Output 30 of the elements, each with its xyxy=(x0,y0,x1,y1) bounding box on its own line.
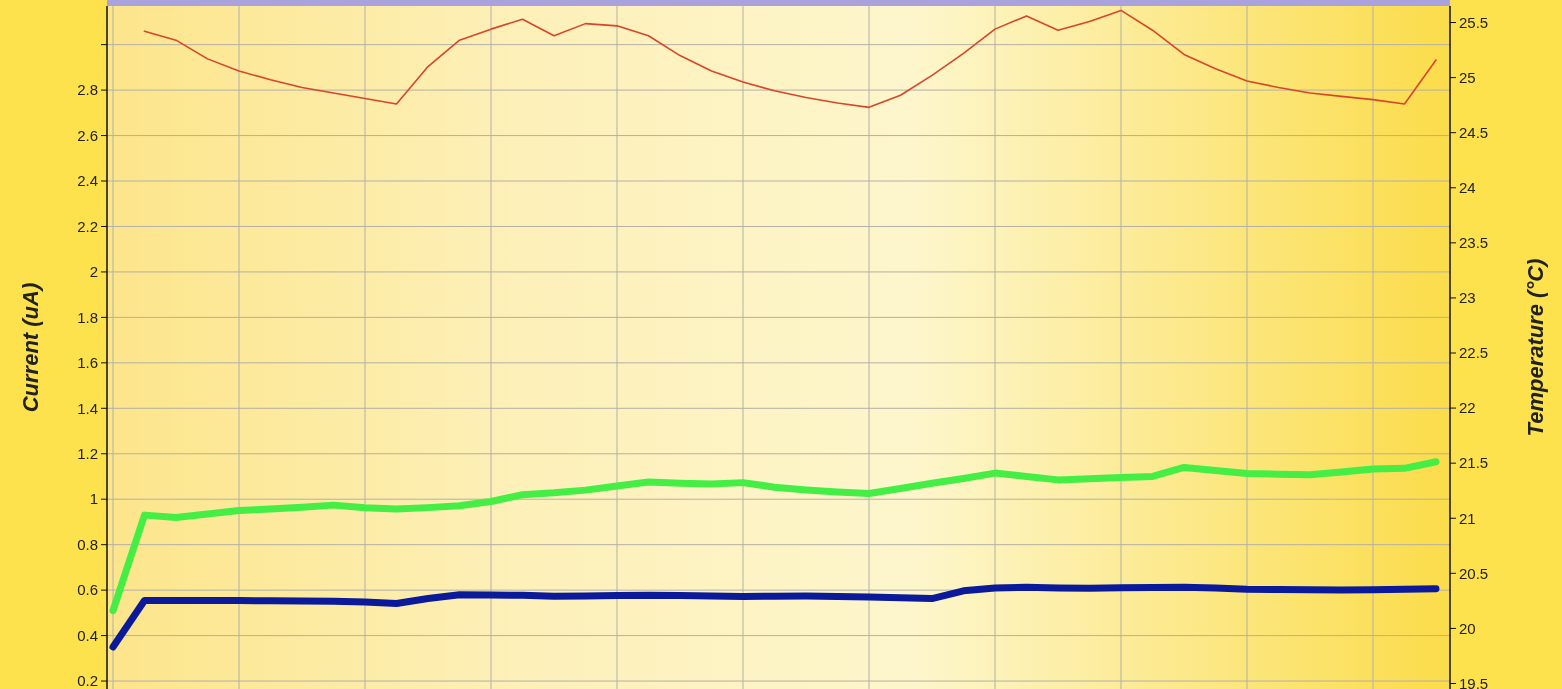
y-tick-label: 2.4 xyxy=(77,172,98,190)
y2-tick-label: 25.5 xyxy=(1459,13,1489,31)
y2-tick-label: 20 xyxy=(1459,619,1476,637)
y-axis-title: Current (uA) xyxy=(18,282,43,413)
y-tick-label: 1.6 xyxy=(77,354,98,372)
y2-tick-label: 23 xyxy=(1459,289,1476,307)
y-tick-label: 1.8 xyxy=(77,308,98,326)
y2-tick-label: 19.5 xyxy=(1459,674,1489,689)
y2-tick-label: 21 xyxy=(1459,509,1476,527)
y2-tick-label: 24.5 xyxy=(1459,123,1489,141)
y-tick-label: 0.6 xyxy=(77,581,98,599)
y-tick-label: 0.2 xyxy=(77,672,98,689)
y-tick-label: 1.4 xyxy=(77,399,98,417)
y2-tick-label: 24 xyxy=(1459,179,1476,197)
y-tick-label: 2.6 xyxy=(77,126,98,144)
y-tick-label: 2.8 xyxy=(77,81,98,99)
y2-tick-label: 23.5 xyxy=(1459,234,1489,252)
y-tick-label: 1.2 xyxy=(77,445,98,463)
y2-tick-label: 22 xyxy=(1459,399,1476,417)
y-tick-label: 1 xyxy=(89,490,98,508)
y2-tick-label: 20.5 xyxy=(1459,564,1489,582)
y-tick-label: 2 xyxy=(89,263,98,281)
y2-tick-label: 25 xyxy=(1459,68,1476,86)
y-tick-label: 2.2 xyxy=(77,217,98,235)
line-series xyxy=(143,9,1437,109)
y-tick-label: 0.4 xyxy=(77,626,98,644)
y2-tick-label: 22.5 xyxy=(1459,344,1489,362)
y2-tick-label: 21.5 xyxy=(1459,454,1489,472)
y2-axis-title: Temperature (°C) xyxy=(1523,258,1548,437)
y-tick-label: 0.8 xyxy=(77,535,98,553)
